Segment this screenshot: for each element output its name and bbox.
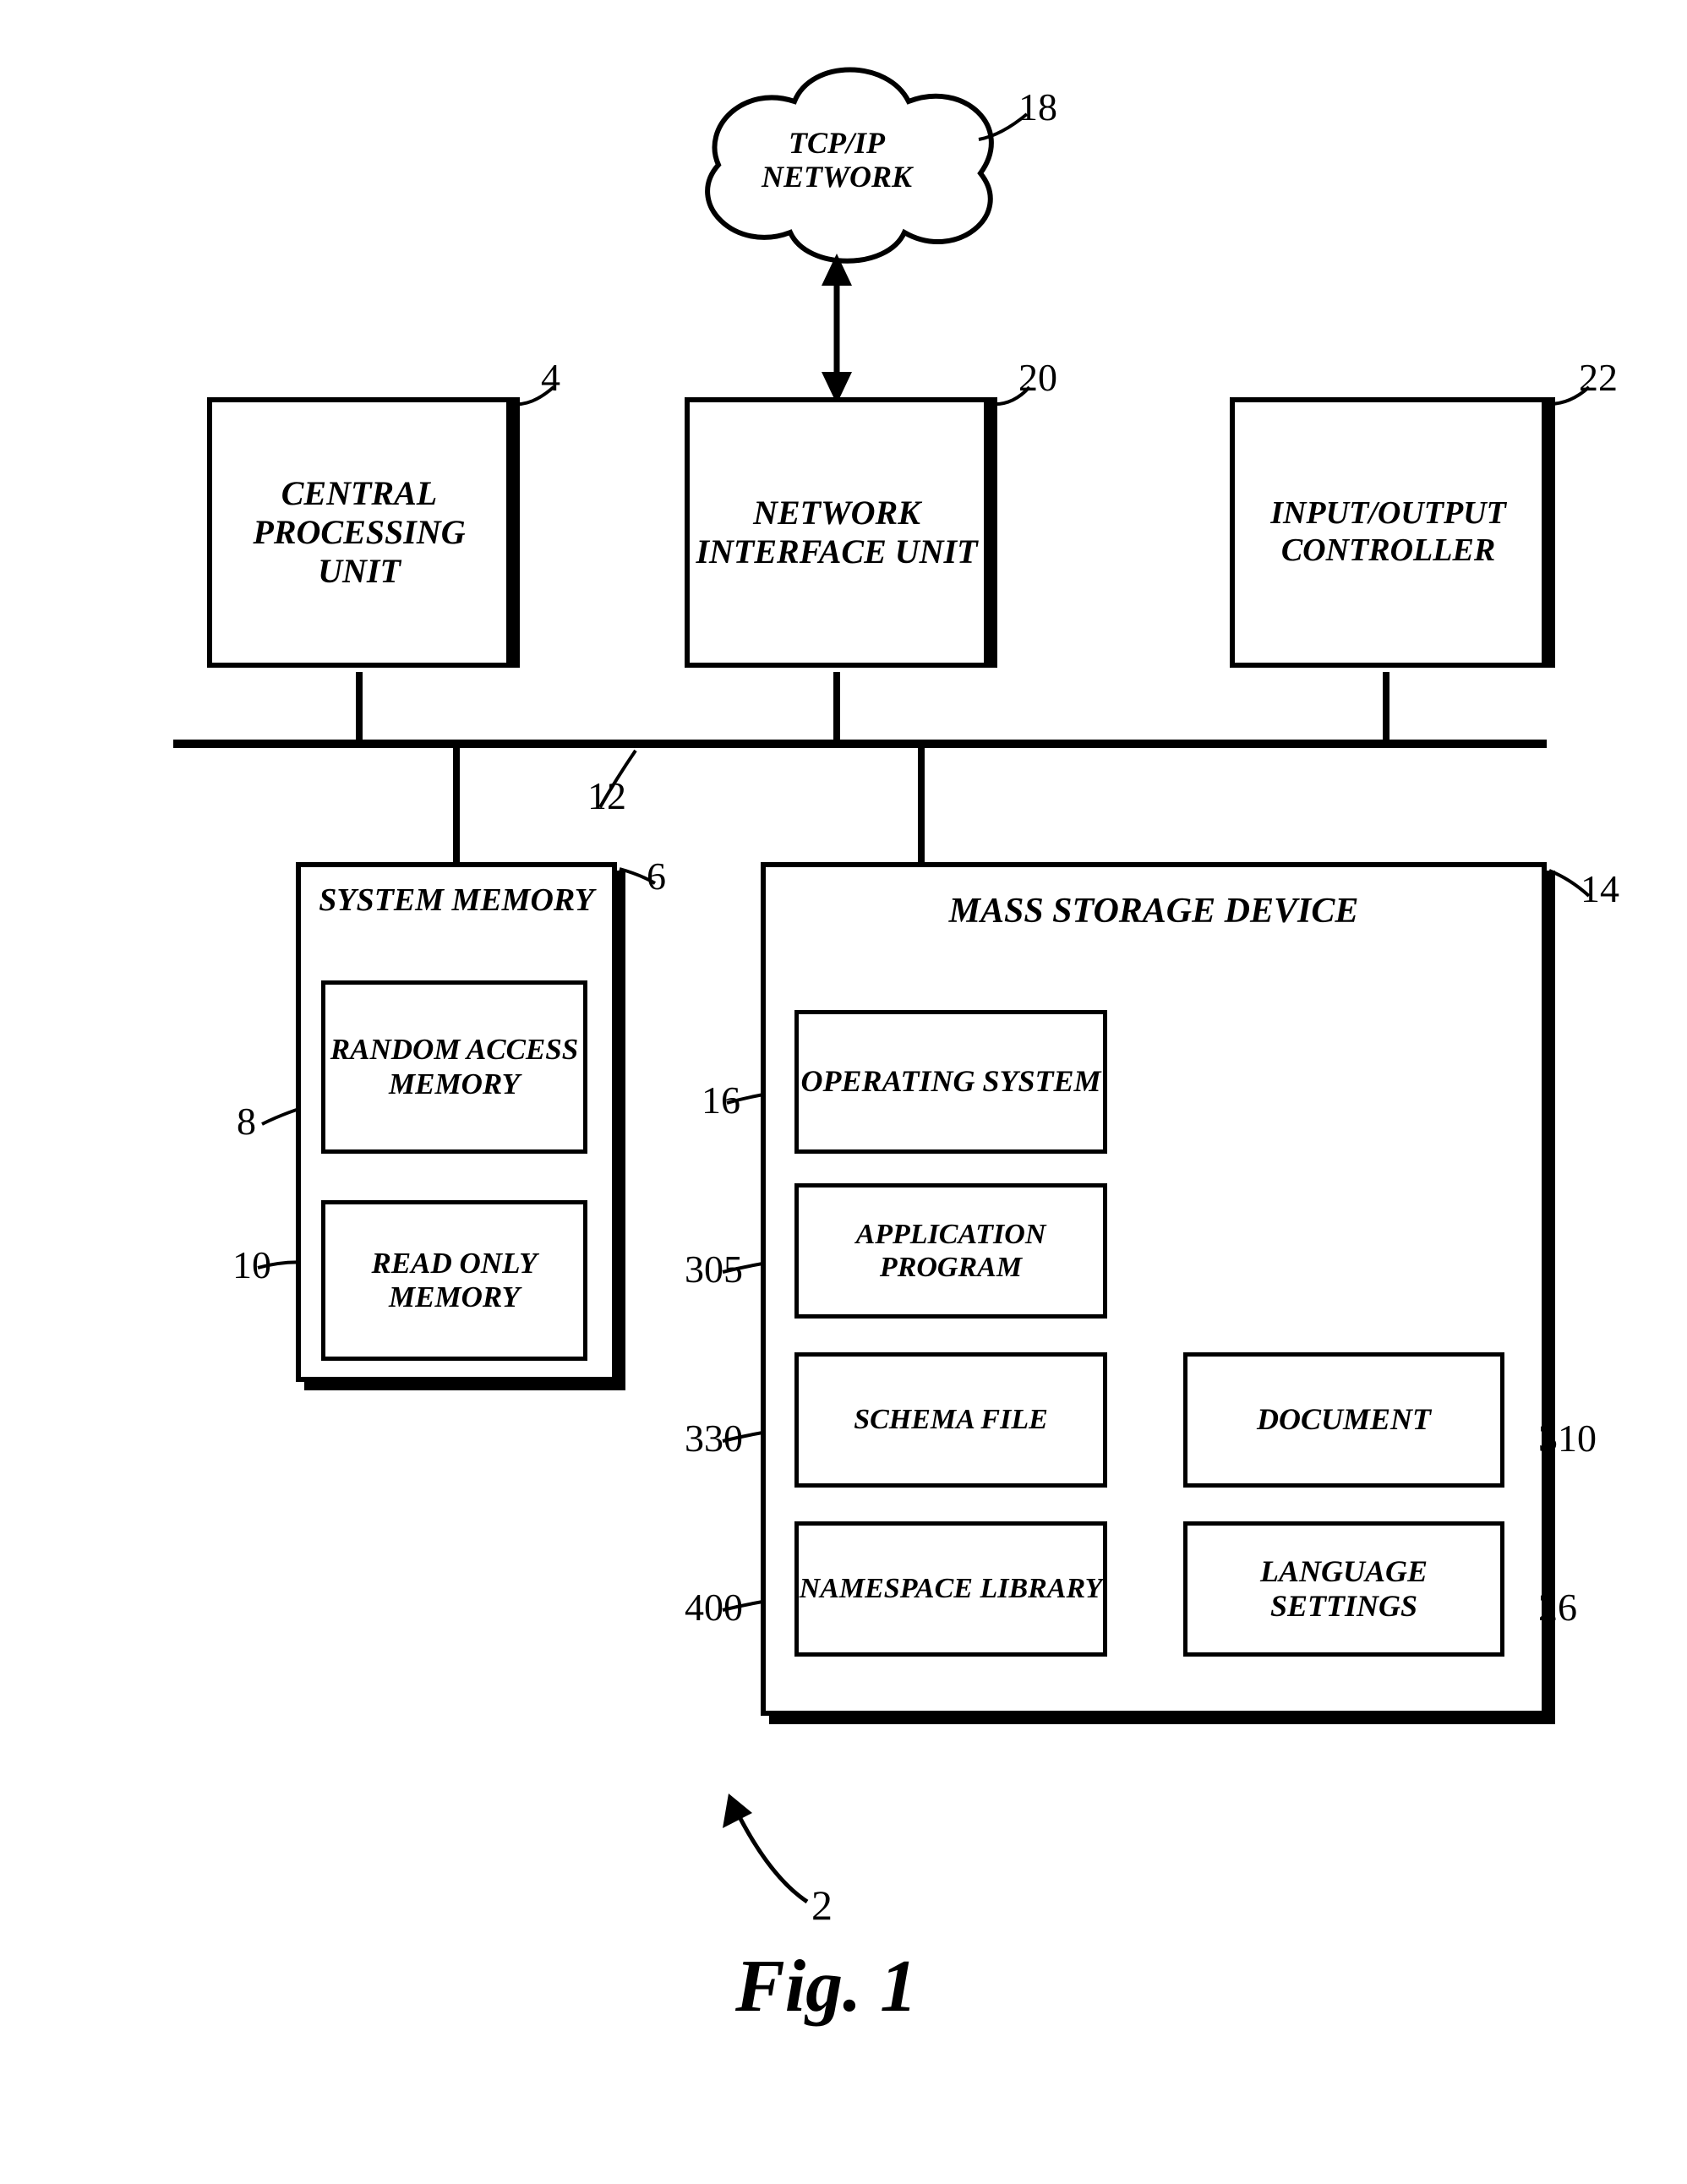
ref-8: 8 — [237, 1099, 256, 1144]
ref-305: 305 — [685, 1247, 743, 1291]
box-namespace-label: NAMESPACE LIBRARY — [800, 1572, 1103, 1605]
figure-label: Fig. 1 — [735, 1944, 917, 2029]
ref-6: 6 — [647, 854, 666, 898]
box-document: DOCUMENT — [1183, 1352, 1504, 1488]
box-app-label: APPLICATION PROGRAM — [799, 1218, 1103, 1284]
box-ram: RANDOM ACCESS MEMORY — [321, 980, 587, 1154]
ref-4: 4 — [541, 355, 560, 400]
ref-310: 310 — [1538, 1416, 1597, 1461]
box-language-label: LANGUAGE SETTINGS — [1187, 1554, 1500, 1624]
ref-12: 12 — [587, 773, 626, 818]
ref-2: 2 — [811, 1881, 833, 1930]
box-system-memory-label: SYSTEM MEMORY — [301, 882, 612, 920]
ref-22: 22 — [1579, 355, 1618, 400]
box-ioc-label: INPUT/OUTPUT CONTROLLER — [1235, 495, 1542, 569]
box-schema-label: SCHEMA FILE — [854, 1403, 1048, 1436]
ref-400: 400 — [685, 1585, 743, 1630]
box-mass-storage-label: MASS STORAGE DEVICE — [766, 891, 1542, 931]
box-niu: NETWORK INTERFACE UNIT — [685, 397, 989, 668]
box-namespace: NAMESPACE LIBRARY — [794, 1521, 1107, 1657]
box-language: LANGUAGE SETTINGS — [1183, 1521, 1504, 1657]
ref-20: 20 — [1018, 355, 1057, 400]
box-app: APPLICATION PROGRAM — [794, 1183, 1107, 1319]
box-document-label: DOCUMENT — [1257, 1402, 1431, 1437]
box-rom: READ ONLY MEMORY — [321, 1200, 587, 1361]
box-ram-label: RANDOM ACCESS MEMORY — [325, 1033, 583, 1101]
ref-10: 10 — [232, 1242, 271, 1287]
ref-18: 18 — [1018, 85, 1057, 129]
box-ioc: INPUT/OUTPUT CONTROLLER — [1230, 397, 1547, 668]
ref-14: 14 — [1581, 866, 1619, 911]
ref-330: 330 — [685, 1416, 743, 1461]
ref-16: 16 — [702, 1078, 740, 1122]
box-cpu: CENTRAL PROCESSING UNIT — [207, 397, 511, 668]
box-schema: SCHEMA FILE — [794, 1352, 1107, 1488]
box-niu-label: NETWORK INTERFACE UNIT — [690, 494, 984, 571]
cloud-label: TCP/IP NETWORK — [761, 127, 913, 194]
diagram-canvas: TCP/IP NETWORK CENTRAL PROCESSING UNIT N… — [0, 0, 1687, 2184]
box-cpu-label: CENTRAL PROCESSING UNIT — [212, 474, 506, 591]
box-os: OPERATING SYSTEM — [794, 1010, 1107, 1154]
box-rom-label: READ ONLY MEMORY — [325, 1247, 583, 1315]
box-os-label: OPERATING SYSTEM — [800, 1064, 1100, 1099]
ref-26: 26 — [1538, 1585, 1577, 1630]
